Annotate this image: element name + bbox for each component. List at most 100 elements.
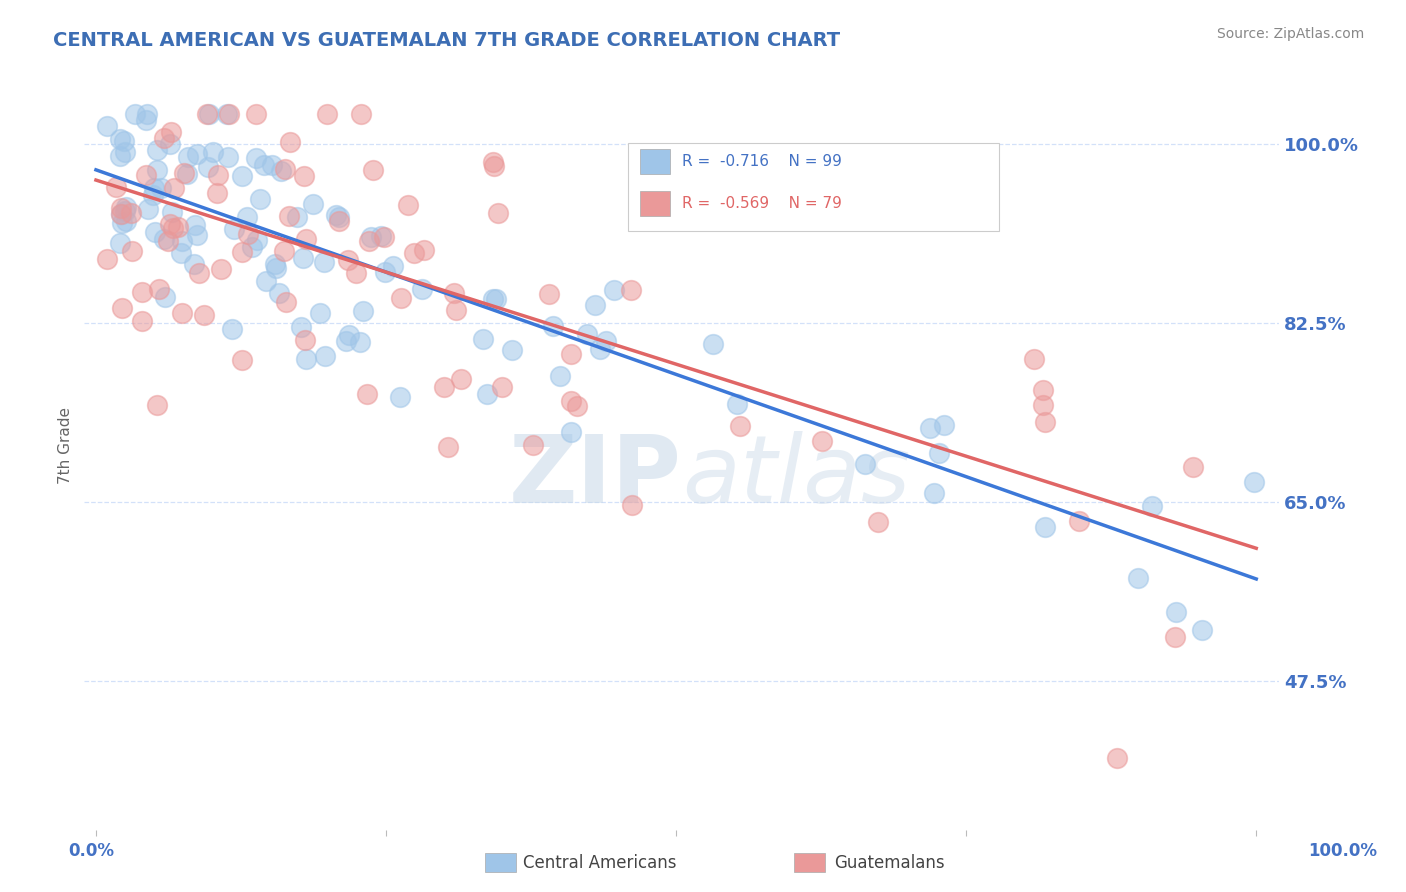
Point xyxy=(111,216,134,230)
Point xyxy=(217,106,239,120)
Point xyxy=(115,200,138,214)
Point xyxy=(1164,605,1187,619)
Point xyxy=(382,259,405,273)
Point xyxy=(285,210,308,224)
Point xyxy=(221,322,243,336)
Point xyxy=(209,262,232,277)
Point xyxy=(217,150,239,164)
Point xyxy=(491,380,513,394)
Point xyxy=(1032,398,1054,412)
Point xyxy=(373,230,395,244)
Point xyxy=(135,113,157,128)
Point xyxy=(350,106,373,120)
Point xyxy=(156,234,179,248)
Point xyxy=(1032,383,1054,397)
Point xyxy=(1069,514,1091,528)
Point xyxy=(728,419,751,434)
Text: Central Americans: Central Americans xyxy=(523,854,676,871)
Point xyxy=(135,168,157,182)
Point xyxy=(391,291,413,305)
Point xyxy=(411,282,433,296)
Point xyxy=(450,372,472,386)
Point xyxy=(143,181,166,195)
Point xyxy=(145,143,167,157)
Point xyxy=(267,285,290,300)
Text: atlas: atlas xyxy=(682,431,910,522)
Point xyxy=(193,308,215,322)
Point xyxy=(236,227,259,242)
Point xyxy=(131,285,153,299)
Point xyxy=(131,313,153,327)
Point xyxy=(437,440,460,454)
Point xyxy=(446,302,468,317)
Point xyxy=(328,214,350,228)
Point xyxy=(501,343,523,357)
Point xyxy=(471,332,494,346)
Text: 100.0%: 100.0% xyxy=(1308,842,1378,860)
Point xyxy=(344,266,367,280)
Point xyxy=(195,106,218,120)
Point xyxy=(443,286,465,301)
Point xyxy=(110,235,132,250)
Point xyxy=(231,352,253,367)
Point xyxy=(560,425,582,439)
Point xyxy=(114,145,136,159)
Point xyxy=(301,196,323,211)
Point xyxy=(485,292,508,306)
Point xyxy=(595,334,617,348)
Point xyxy=(620,284,643,298)
Point xyxy=(1191,623,1213,637)
Text: CENTRAL AMERICAN VS GUATEMALAN 7TH GRADE CORRELATION CHART: CENTRAL AMERICAN VS GUATEMALAN 7TH GRADE… xyxy=(53,31,841,50)
Point xyxy=(222,222,245,236)
Point xyxy=(810,434,832,448)
Point xyxy=(314,349,336,363)
Point xyxy=(294,333,316,347)
Point xyxy=(177,150,200,164)
Point xyxy=(246,233,269,247)
Point xyxy=(138,202,160,216)
Point xyxy=(186,228,208,243)
Point xyxy=(124,106,146,120)
Y-axis label: 7th Grade: 7th Grade xyxy=(58,408,73,484)
Point xyxy=(183,218,205,232)
Point xyxy=(149,181,172,195)
Point xyxy=(202,145,225,160)
Point xyxy=(1163,630,1185,644)
Point xyxy=(328,211,350,225)
Text: Source: ZipAtlas.com: Source: ZipAtlas.com xyxy=(1216,27,1364,41)
Point xyxy=(356,387,378,401)
Point xyxy=(389,391,412,405)
Point xyxy=(172,306,194,320)
Point xyxy=(152,232,174,246)
Point xyxy=(482,293,505,307)
Point xyxy=(702,337,724,351)
Point xyxy=(249,193,271,207)
Point xyxy=(110,207,132,221)
Point xyxy=(110,201,132,215)
Point xyxy=(853,457,876,471)
Point xyxy=(292,251,315,265)
Point xyxy=(153,131,176,145)
Point xyxy=(96,119,118,133)
Point xyxy=(349,334,371,349)
Point xyxy=(207,168,229,182)
Point xyxy=(111,301,134,315)
Point xyxy=(145,398,167,412)
Point xyxy=(360,230,382,244)
Point xyxy=(142,187,165,202)
Point xyxy=(173,166,195,180)
Point xyxy=(260,158,283,172)
Text: R =  -0.569    N = 79: R = -0.569 N = 79 xyxy=(682,196,842,211)
Point xyxy=(153,290,176,304)
Point xyxy=(335,334,357,348)
Point xyxy=(922,486,945,500)
Point xyxy=(308,306,330,320)
Point xyxy=(121,244,143,258)
Point xyxy=(522,438,544,452)
Point xyxy=(263,257,285,271)
Point xyxy=(295,352,318,367)
Point xyxy=(290,320,312,334)
Point xyxy=(336,253,359,268)
Point xyxy=(537,286,560,301)
Point xyxy=(167,219,190,234)
